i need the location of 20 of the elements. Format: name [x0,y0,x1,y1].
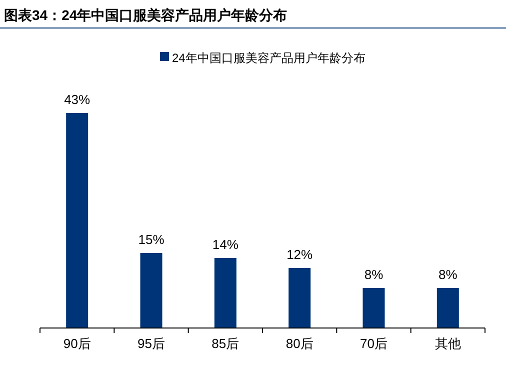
x-tick-label: 95后 [138,336,165,351]
bar [288,268,311,328]
bar [66,113,88,328]
data-label: 43% [64,92,91,107]
legend-label: 24年中国口服美容产品用户年龄分布 [172,51,366,65]
data-label: 15% [138,232,165,247]
bar [140,253,162,328]
data-label: 14% [212,237,239,252]
x-tick-label: 80后 [286,336,314,351]
x-tick-label: 70后 [360,336,388,351]
x-tick-label: 90后 [63,336,91,351]
data-label: 8% [438,267,458,282]
x-tick-label: 其他 [434,336,461,351]
chart-title: 图表34：24年中国口服美容产品用户年龄分布 [4,7,288,23]
bar [362,288,385,328]
data-label: 12% [286,247,314,262]
data-label: 8% [364,267,384,282]
x-tick-label: 85后 [212,336,240,351]
bar [436,288,459,328]
bar [214,258,236,328]
